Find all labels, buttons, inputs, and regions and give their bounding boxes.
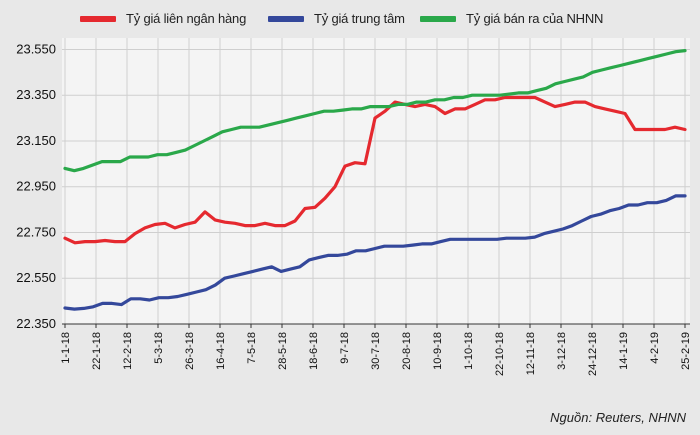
series-line-1 bbox=[63, 194, 687, 311]
legend: Tỷ giá liên ngân hàng Tỷ giá trung tâm T… bbox=[0, 8, 700, 34]
x-tick-label: 10-9-18 bbox=[432, 332, 444, 370]
axes: 22.350 22.550 22.750 22.950 23.150 23.350 23.5… bbox=[16, 41, 692, 376]
plot-area bbox=[62, 38, 690, 324]
x-tick-label: 22-1-18 bbox=[91, 332, 103, 370]
series-lines bbox=[63, 48, 687, 311]
x-tick-label: 12-2-18 bbox=[122, 332, 134, 370]
y-tick-label: 23.550 bbox=[16, 41, 56, 56]
legend-item-central: Tỷ giá trung tâm bbox=[268, 11, 405, 26]
x-tick-label: 7-5-18 bbox=[246, 332, 258, 364]
x-tick-label: 5-3-18 bbox=[153, 332, 165, 364]
x-tick-label: 4-2-19 bbox=[649, 332, 661, 364]
grid-lines bbox=[62, 38, 690, 325]
y-tick-label: 23.150 bbox=[16, 133, 56, 148]
x-tick-label: 22-10-18 bbox=[494, 332, 506, 376]
y-tick-label: 22.550 bbox=[16, 270, 56, 285]
y-tick-label: 22.750 bbox=[16, 224, 56, 239]
x-tick-label: 30-7-18 bbox=[370, 332, 382, 370]
x-tick-label: 9-7-18 bbox=[339, 332, 351, 364]
series-line-2 bbox=[63, 48, 687, 173]
legend-label-central: Tỷ giá trung tâm bbox=[314, 11, 405, 26]
x-tick-label: 1-10-18 bbox=[463, 332, 475, 370]
x-tick-label: 14-1-19 bbox=[618, 332, 630, 370]
x-tick-label: 20-8-18 bbox=[401, 332, 413, 370]
y-tick-label: 23.350 bbox=[16, 87, 56, 102]
y-tick-label: 22.950 bbox=[16, 179, 56, 194]
series-line-0 bbox=[63, 95, 687, 245]
legend-swatch-interbank bbox=[80, 15, 116, 22]
legend-swatch-central bbox=[268, 15, 304, 22]
legend-label-sell: Tỷ giá bán ra của NHNN bbox=[466, 11, 604, 26]
legend-item-sell: Tỷ giá bán ra của NHNN bbox=[420, 11, 603, 26]
legend-label-interbank: Tỷ giá liên ngân hàng bbox=[126, 11, 247, 26]
x-tick-label: 18-6-18 bbox=[308, 332, 320, 370]
legend-swatch-sell bbox=[420, 15, 456, 22]
x-tick-label: 28-5-18 bbox=[277, 332, 289, 370]
x-tick-label: 3-12-18 bbox=[556, 332, 568, 370]
x-tick-label: 25-2-19 bbox=[680, 332, 692, 370]
x-tick-label: 12-11-18 bbox=[525, 332, 537, 375]
x-tick-label: 24-12-18 bbox=[587, 332, 599, 376]
x-tick-label: 1-1-18 bbox=[60, 332, 72, 364]
legend-item-interbank: Tỷ giá liên ngân hàng bbox=[80, 11, 246, 26]
x-tick-label: 16-4-18 bbox=[215, 332, 227, 370]
x-tick-label: 26-3-18 bbox=[184, 332, 196, 370]
source-note: Nguồn: Reuters, NHNN bbox=[550, 410, 686, 425]
y-tick-label: 22.350 bbox=[16, 316, 56, 331]
